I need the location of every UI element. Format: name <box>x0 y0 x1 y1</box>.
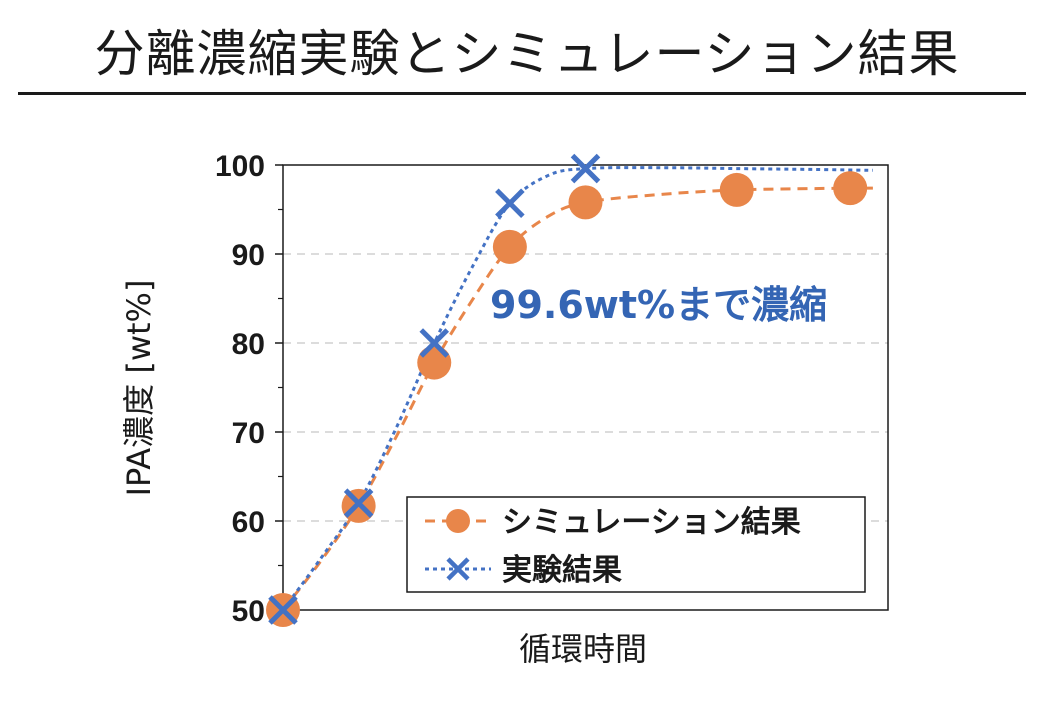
y-axis-ticks <box>275 164 283 611</box>
legend-box <box>406 496 866 593</box>
y-tick-label-90: 90 <box>232 239 265 272</box>
data-point-simulation-5 <box>719 172 754 207</box>
y-tick-label-80: 80 <box>232 328 265 361</box>
data-point-simulation-4 <box>568 185 603 220</box>
y-tick-label-60: 60 <box>232 506 265 539</box>
series-markers <box>266 153 868 627</box>
title-underline <box>18 92 1026 95</box>
y-axis-tick-labels: 50 60 70 80 90 100 <box>215 150 265 628</box>
y-tick-label-100: 100 <box>215 150 265 183</box>
data-point-experiment-2 <box>419 328 450 358</box>
legend-label-experiment: 実験結果 <box>502 553 622 588</box>
data-point-experiment-4 <box>570 153 601 184</box>
legend-marker <box>446 509 470 533</box>
x-axis-title: 循環時間 <box>519 630 647 668</box>
concentration-annotation: 99.6wt%まで濃縮 <box>490 283 827 327</box>
legend-swatch-experiment <box>425 557 491 581</box>
y-tick-label-70: 70 <box>232 417 265 450</box>
data-point-experiment-0 <box>268 595 298 625</box>
data-point-simulation-3 <box>492 229 527 264</box>
legend-label-simulation: シミュレーション結果 <box>502 505 801 540</box>
data-point-experiment-1 <box>343 488 374 518</box>
y-tick-label-50: 50 <box>232 595 265 628</box>
legend-marker <box>446 557 470 581</box>
legend: シミュレーション結果 実験結果 <box>406 496 866 593</box>
legend-swatch-simulation <box>425 509 491 533</box>
page-title: 分離濃縮実験とシミュレーション結果 <box>94 25 960 83</box>
y-axis-title: IPA濃度 [wt%] <box>120 280 158 497</box>
data-point-simulation-6 <box>833 171 868 206</box>
data-point-simulation-2 <box>417 345 452 380</box>
data-point-experiment-3 <box>495 188 525 219</box>
